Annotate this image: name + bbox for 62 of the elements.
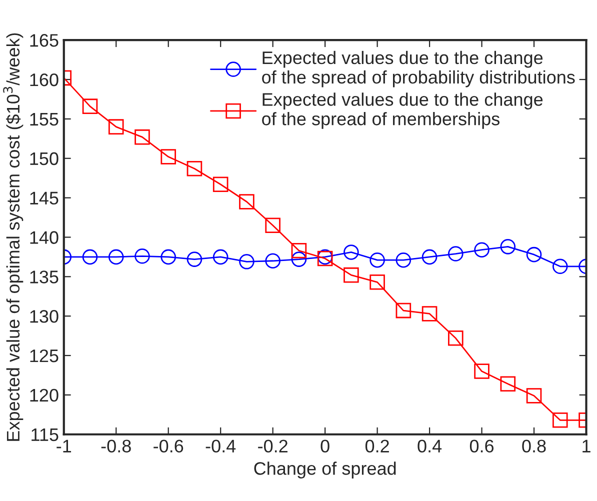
y-tick-label: 140 xyxy=(30,231,58,244)
x-tick-label: -0.6 xyxy=(154,440,184,452)
point xyxy=(186,252,202,267)
y-tick-label: 150 xyxy=(30,152,58,166)
legend-label: Expected values due to the change of the spread of memberships xyxy=(262,92,543,129)
point xyxy=(448,330,464,346)
y-axis-title: Expected value of optimal system cost ($10$^{3}$/week) xyxy=(3,33,24,441)
y-tick-label: 130 xyxy=(30,310,58,323)
point xyxy=(422,306,438,322)
legend-label: Expected values due to the change of the spread of probability distributions xyxy=(262,50,575,88)
x-tick-label: 0.4 xyxy=(418,440,442,452)
x-tick-label: -0.2 xyxy=(258,440,288,452)
point xyxy=(108,249,124,265)
x-tick-label: 0.8 xyxy=(522,440,546,452)
point xyxy=(82,98,98,114)
x-tick-label: -0.8 xyxy=(101,440,131,452)
point xyxy=(239,254,254,270)
x-tick-label: 0.2 xyxy=(365,440,389,452)
point xyxy=(552,258,568,274)
x-tick-label: -1 xyxy=(56,440,72,452)
point xyxy=(396,252,412,268)
point xyxy=(500,239,516,254)
point xyxy=(186,160,202,176)
point xyxy=(552,412,568,428)
y-tick-label: 160 xyxy=(30,73,58,86)
y-tick-label: 125 xyxy=(30,349,58,362)
point xyxy=(134,248,150,264)
x-axis-title: Change of spread xyxy=(254,462,396,478)
point xyxy=(344,267,359,283)
point xyxy=(526,388,542,404)
point xyxy=(474,364,490,379)
point xyxy=(108,119,124,134)
x-tick-label: 0.6 xyxy=(470,440,494,452)
point xyxy=(370,252,385,268)
point xyxy=(265,218,280,234)
point xyxy=(370,274,385,290)
point xyxy=(239,194,254,210)
y-tick-label: 115 xyxy=(32,428,58,442)
x-tick-label: 1 xyxy=(582,440,590,452)
point xyxy=(396,302,412,318)
point xyxy=(134,129,150,145)
point xyxy=(212,249,228,265)
y-tick-label: 155 xyxy=(30,113,58,126)
y-tick-label: 145 xyxy=(30,192,58,205)
point xyxy=(422,249,438,265)
x-tick-label: -0.4 xyxy=(206,440,236,452)
point xyxy=(500,376,516,392)
point xyxy=(526,246,542,262)
point xyxy=(160,249,176,265)
point xyxy=(291,252,307,267)
point xyxy=(291,242,307,258)
point xyxy=(344,244,359,260)
y-tick-label: 135 xyxy=(30,270,58,284)
point xyxy=(448,246,464,262)
y-tick-label: 120 xyxy=(30,388,58,402)
point xyxy=(160,149,176,164)
point xyxy=(265,253,280,269)
point xyxy=(82,249,98,265)
x-tick-label: 0 xyxy=(320,440,330,452)
point xyxy=(474,242,490,258)
y-tick-label: 165 xyxy=(30,34,58,47)
point xyxy=(212,176,228,192)
